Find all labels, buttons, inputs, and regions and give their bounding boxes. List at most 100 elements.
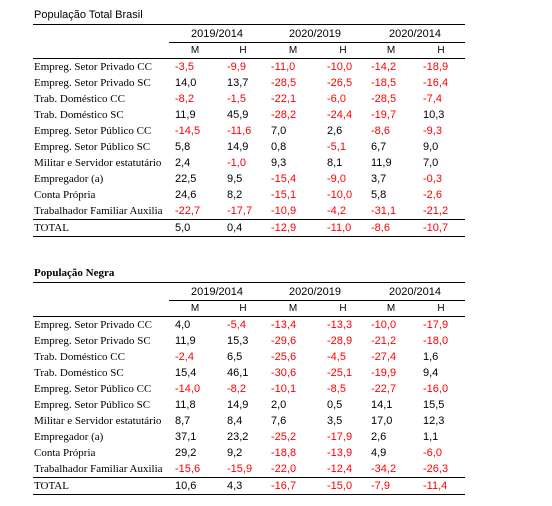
value-cell: -5,4 [227, 319, 246, 331]
table-block-total-brasil: População Total Brasil 2019/2014 2020/201… [33, 6, 465, 237]
value-cell: -18,9 [423, 61, 449, 73]
value-cell: 17,0 [371, 415, 393, 427]
table-row: Conta Própria 29,2 9,2 -18,8 -13,9 4,9 -6,0 [33, 445, 465, 461]
value-cell: -4,5 [327, 351, 346, 363]
value-cell: -30,6 [271, 367, 297, 379]
table-row: Empreg. Setor Privado SC 11,9 15,3 -29,6 -28… [33, 333, 465, 349]
value-cell: -6,0 [327, 93, 346, 105]
value-cell: -17,9 [327, 431, 353, 443]
table-row: Empreg. Setor Público CC -14,5 -11,6 7,0 2,6… [33, 123, 465, 139]
value-cell: -18,0 [423, 335, 449, 347]
value-cell: -11,0 [271, 61, 296, 73]
table-title: População Total Brasil [33, 6, 465, 25]
header-spacer [33, 42, 169, 59]
value-cell: -18,5 [371, 77, 397, 89]
row-label: Empreg. Setor Privado CC [34, 319, 152, 331]
value-cell: -10,9 [271, 205, 297, 217]
sex-header: H [417, 42, 465, 59]
table-row: Empreg. Setor Privado SC 14,0 13,7 -28,5 -26… [33, 75, 465, 91]
sex-header: M [265, 300, 321, 317]
value-cell: 23,2 [227, 431, 249, 443]
table-row: Trabalhador Familiar Auxilia -15,6 -15,9 -2… [33, 461, 465, 478]
value-cell: -1,0 [227, 157, 246, 169]
table-row: Trab. Doméstico CC -2,4 6,5 -25,6 -4,5 -27,4 1… [33, 349, 465, 365]
value-cell: 14,0 [175, 77, 197, 89]
row-label: Trabalhador Familiar Auxilia [34, 205, 163, 217]
value-cell: -10,1 [271, 383, 297, 395]
table-row: Empreg. Setor Privado CC -3,5 -9,9 -11,0 -10… [33, 59, 465, 76]
table-block-populacao-negra: População Negra 2019/2014 2020/2019 2020/2… [33, 264, 465, 495]
value-cell: -8,6 [371, 125, 390, 137]
value-cell: -31,1 [371, 205, 397, 217]
value-cell: 22,5 [175, 173, 197, 185]
value-cell: -8,2 [175, 93, 194, 105]
value-cell: 9,3 [271, 157, 287, 169]
value-cell: 9,2 [227, 447, 243, 459]
value-cell: -9,9 [227, 61, 246, 73]
value-cell: -11,0 [321, 219, 365, 237]
sex-header: H [321, 300, 365, 317]
value-cell: -11,6 [227, 125, 252, 137]
value-cell: -24,4 [327, 109, 353, 121]
value-cell: 8,4 [227, 415, 243, 427]
value-cell: -15,9 [227, 463, 253, 475]
value-cell: -4,2 [327, 205, 346, 217]
table-row: Empreg. Setor Público SC 5,8 14,9 0,8 -5,1 6,… [33, 139, 465, 155]
value-cell: 2,4 [175, 157, 191, 169]
row-label: Empreg. Setor Público CC [34, 125, 152, 137]
period-header: 2020/2014 [365, 25, 465, 43]
value-cell: -8,5 [327, 383, 346, 395]
value-cell: -10,0 [371, 319, 397, 331]
period-header: 2020/2019 [265, 283, 365, 301]
value-cell: -21,2 [423, 205, 449, 217]
data-table: 2019/2014 2020/2019 2020/2014 M H M H M H Empreg.… [33, 283, 465, 495]
row-label: Conta Própria [34, 447, 96, 459]
value-cell: 46,1 [227, 367, 249, 379]
value-cell: 2,6 [371, 431, 387, 443]
value-cell: -0,3 [423, 173, 442, 185]
value-cell: -12,4 [327, 463, 353, 475]
value-cell: -34,2 [371, 463, 397, 475]
value-cell: -11,4 [417, 477, 465, 495]
table-row: Trab. Doméstico SC 15,4 46,1 -30,6 -25,1 -19,… [33, 365, 465, 381]
table-title: População Negra [33, 264, 465, 283]
value-cell: -22,7 [371, 383, 397, 395]
value-cell: 0,4 [221, 219, 265, 237]
value-cell: -28,5 [371, 93, 397, 105]
total-row: TOTAL 10,6 4,3 -16,7 -15,0 -7,9 -11,4 [33, 477, 465, 495]
total-row: TOTAL 5,0 0,4 -12,9 -11,0 -8,6 -10,7 [33, 219, 465, 237]
value-cell: -10,7 [417, 219, 465, 237]
row-label: Militar e Servidor estatutário [34, 415, 162, 427]
value-cell: 6,5 [227, 351, 243, 363]
row-label: Militar e Servidor estatutário [34, 157, 162, 169]
value-cell: 2,0 [271, 399, 287, 411]
value-cell: -1,5 [227, 93, 246, 105]
value-cell: -25,1 [327, 367, 353, 379]
row-label: TOTAL [33, 219, 169, 237]
value-cell: -7,9 [365, 477, 417, 495]
value-cell: 12,3 [423, 415, 445, 427]
value-cell: 15,5 [423, 399, 445, 411]
value-cell: -13,3 [327, 319, 353, 331]
value-cell: -13,9 [327, 447, 353, 459]
period-header: 2019/2014 [169, 25, 265, 43]
sex-header: H [221, 42, 265, 59]
row-label: Empreg. Setor Público SC [34, 399, 151, 411]
value-cell: -26,3 [423, 463, 449, 475]
value-cell: 9,0 [423, 141, 439, 153]
value-cell: 2,6 [327, 125, 343, 137]
value-cell: 8,1 [327, 157, 343, 169]
table-row: Conta Própria 24,6 8,2 -15,1 -10,0 5,8 -2,6 [33, 187, 465, 203]
value-cell: -16,0 [423, 383, 449, 395]
value-cell: -25,6 [271, 351, 297, 363]
value-cell: 11,9 [371, 157, 392, 169]
value-cell: -18,8 [271, 447, 297, 459]
period-header: 2020/2019 [265, 25, 365, 43]
table-row: Empreg. Setor Privado CC 4,0 -5,4 -13,4 -13,… [33, 317, 465, 334]
table-row: Empregador (a) 37,1 23,2 -25,2 -17,9 2,6 1,1 [33, 429, 465, 445]
value-cell: -17,9 [423, 319, 449, 331]
value-cell: 0,8 [271, 141, 287, 153]
value-cell: 29,2 [175, 447, 197, 459]
value-cell: 5,0 [169, 219, 221, 237]
